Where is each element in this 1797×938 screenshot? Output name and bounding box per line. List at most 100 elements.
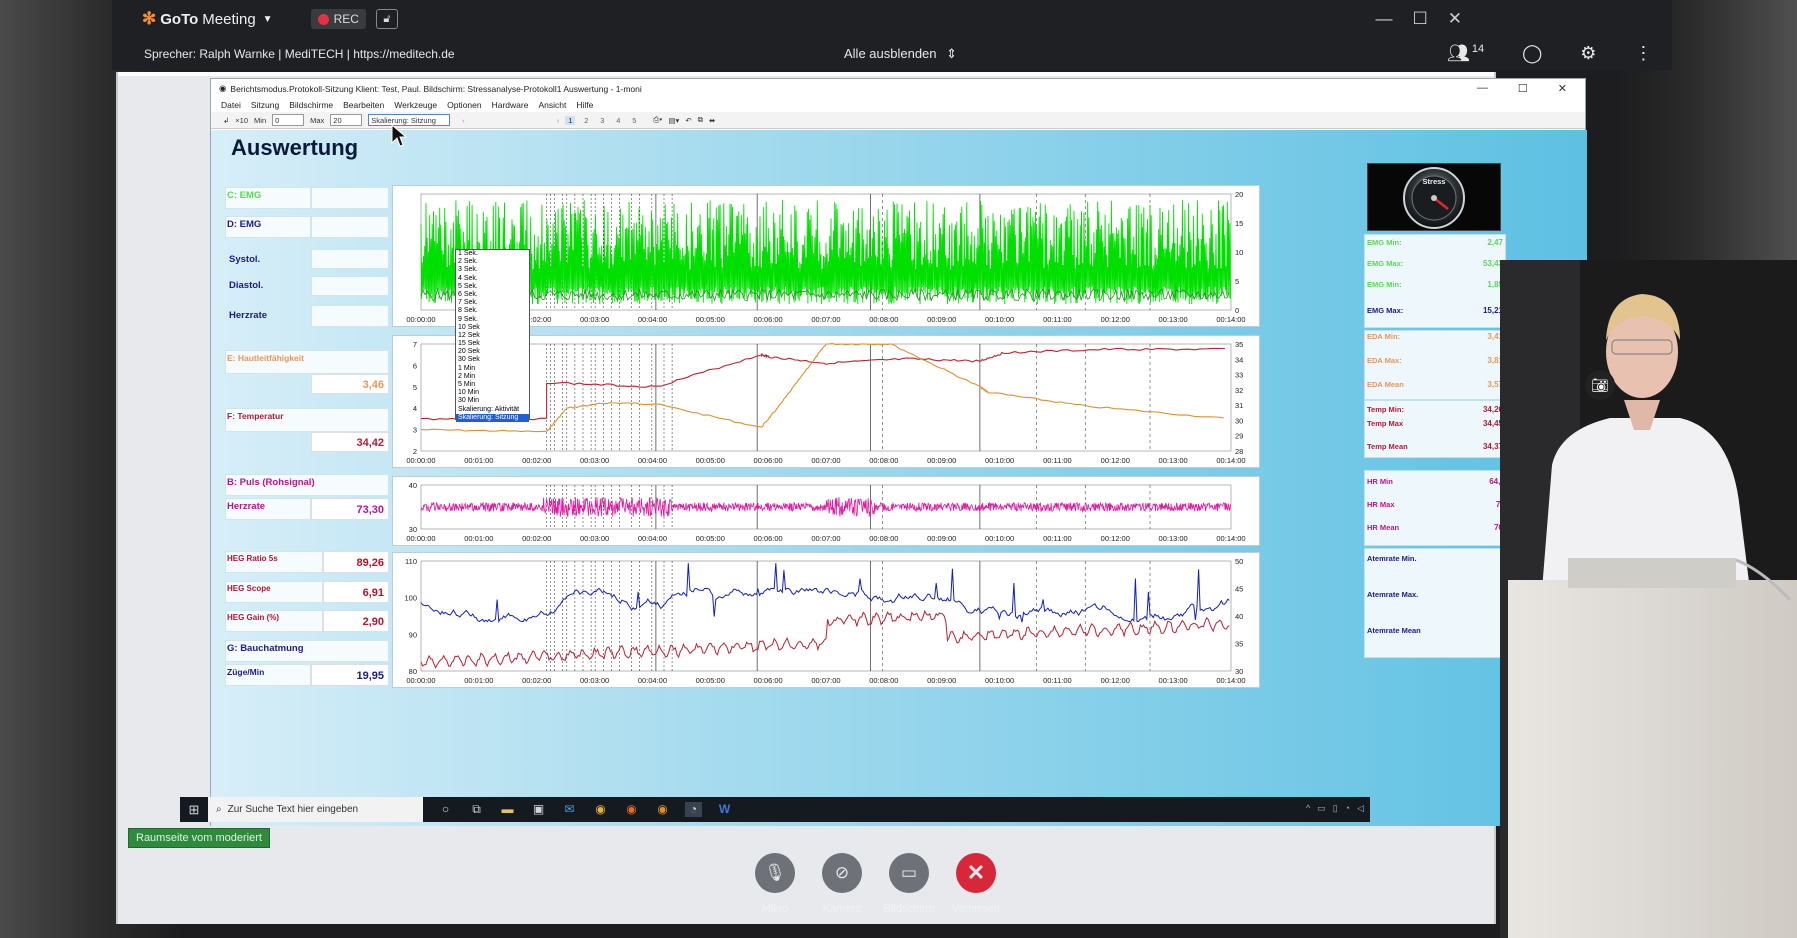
dropdown-option[interactable]: 30 Sek: [458, 356, 480, 364]
participants-button[interactable]: 👥︎ 14: [1447, 43, 1484, 64]
print-icon[interactable]: ⎙▾: [653, 115, 663, 124]
menu-ansicht[interactable]: Ansicht: [538, 100, 567, 110]
label-box: [225, 664, 311, 686]
page-3[interactable]: 3: [600, 115, 605, 125]
menu-datei[interactable]: Datei: [221, 100, 241, 110]
page-2[interactable]: 2: [584, 115, 589, 125]
dropdown-option[interactable]: 10 Min: [458, 389, 480, 397]
undo-icon[interactable]: ↶: [685, 115, 692, 125]
cortana-icon[interactable]: ○: [441, 802, 450, 816]
dropdown-option[interactable]: 2 Sek.: [458, 258, 478, 266]
tray-network-icon[interactable]: ▭: [1317, 803, 1326, 813]
stat-label-eda-min: EDA Min:: [1367, 332, 1401, 341]
biofeedback-app-icon[interactable]: ◔: [685, 802, 702, 817]
label-heg-gain: HEG Gain (%): [227, 613, 280, 622]
windows-start-icon[interactable]: ⊞: [188, 801, 200, 817]
dropdown-option[interactable]: 30 Min: [458, 397, 480, 405]
app-orange-icon[interactable]: ◉: [657, 802, 668, 816]
dropdown-option[interactable]: 10 Sek: [458, 323, 480, 331]
nav-right-icon[interactable]: ›: [556, 115, 560, 125]
layout-icon[interactable]: ▤▾: [668, 115, 680, 125]
minimize-icon[interactable]: —: [1375, 9, 1393, 28]
menu-hardware[interactable]: Hardware: [491, 100, 529, 110]
dropdown-option[interactable]: 1 Sek.: [458, 250, 478, 257]
dropdown-option[interactable]: 7 Sek.: [458, 299, 478, 307]
y-tick-label-left: 3: [413, 426, 417, 435]
dropdown-option[interactable]: 20 Sek: [458, 348, 480, 356]
maximize-icon[interactable]: ☐: [1412, 9, 1428, 28]
more-options-icon[interactable]: ⋮: [1634, 43, 1653, 63]
tray-chevron-icon[interactable]: ^: [1305, 803, 1311, 813]
cursor-tool-icon[interactable]: ↲: [223, 115, 230, 125]
dropdown-option[interactable]: Skalierung: Sitzung: [456, 413, 529, 422]
taskbar-search[interactable]: ⌕ Zur Suche Text hier eingeben: [208, 797, 423, 822]
export-icon[interactable]: ⧉: [697, 115, 703, 124]
tray-volume-icon[interactable]: ◁: [1357, 803, 1364, 813]
stat-label-hr-min: HR Min: [1367, 477, 1393, 486]
app-maximize-icon[interactable]: ☐: [1517, 83, 1528, 95]
record-button[interactable]: REC: [310, 9, 366, 29]
dropdown-option[interactable]: 15 Sek: [458, 340, 480, 348]
task-view-icon[interactable]: ⧉: [472, 802, 481, 816]
x-tick-label: 00:05:00: [696, 456, 725, 465]
file-explorer-icon[interactable]: ▬: [501, 802, 514, 816]
x10-button[interactable]: ×10: [235, 115, 249, 125]
close-icon[interactable]: ✕: [1447, 9, 1462, 28]
word-icon[interactable]: W: [718, 802, 731, 816]
dropdown-option[interactable]: 9 Sek.: [458, 315, 478, 323]
dropdown-option[interactable]: 5 Sek.: [458, 282, 478, 290]
windows-taskbar: ⊞ ⌕ Zur Suche Text hier eingeben ○ ⧉ ▬ ▣…: [180, 797, 1370, 822]
store-icon[interactable]: ▣: [532, 802, 545, 816]
dropdown-option[interactable]: 3 Sek.: [458, 266, 478, 274]
x-tick-label: 00:04:00: [638, 676, 667, 685]
menu-optionen[interactable]: Optionen: [447, 100, 482, 110]
settings-gear-icon[interactable]: ⚙: [1580, 43, 1597, 63]
dropdown-option[interactable]: 6 Sek.: [458, 290, 478, 298]
dropdown-option[interactable]: 2 Min: [458, 372, 476, 380]
stat-label-eda-mean: EDA Mean: [1367, 380, 1404, 389]
menu-werkzeuge[interactable]: Werkzeuge: [394, 100, 438, 110]
chart-panel-puls: 00:00:00 00:01:00 00:02:00 00:03:00 00:04:00…: [392, 476, 1260, 546]
menu-bearbeiten[interactable]: Bearbeiten: [343, 100, 385, 110]
label-heg-ratio: HEG Ratio 5s: [227, 554, 278, 563]
stat-value-temp-max: 34,45: [1482, 419, 1503, 428]
scaling-select[interactable]: Skalierung: Sitzung: [368, 114, 451, 126]
mail-icon[interactable]: ✉: [564, 802, 575, 816]
value-heg-scope: 6,91: [323, 581, 389, 603]
dropdown-option[interactable]: 1 Min: [458, 364, 476, 372]
nav-left-icon[interactable]: ‹: [462, 115, 465, 125]
expand-icon[interactable]: ⬌: [708, 115, 716, 125]
camera-snapshot-icon[interactable]: 📷︎: [1585, 370, 1615, 400]
dropdown-option[interactable]: Skalierung: Aktivität: [458, 405, 520, 413]
lock-button[interactable]: 🔓︎: [375, 9, 398, 29]
menu-hilfe[interactable]: Hilfe: [576, 100, 594, 110]
chrome-icon[interactable]: ◉: [595, 802, 606, 816]
scaling-dropdown-list[interactable]: 1 Sek. 2 Sek. 3 Sek. 4 Sek. 5 Sek. 6 Sek. 7 Se…: [455, 249, 530, 422]
menu-sitzung[interactable]: Sitzung: [250, 100, 280, 110]
page-1[interactable]: 1: [565, 115, 576, 125]
dropdown-option[interactable]: 8 Sek.: [458, 307, 478, 315]
camera-control[interactable]: ⊘ Kamera: [820, 853, 864, 915]
max-input[interactable]: 20: [330, 114, 363, 126]
x-tick-label: 00:03:00: [580, 315, 609, 324]
page-4[interactable]: 4: [616, 115, 621, 125]
gotomeeting-logo[interactable]: ✻ GoTo Meeting ▼: [142, 9, 273, 29]
menu-bildschirme[interactable]: Bildschirme: [289, 100, 334, 110]
app-close-icon[interactable]: ✕: [1557, 83, 1567, 95]
min-input[interactable]: 0: [272, 114, 305, 126]
leave-control[interactable]: ✕ Verlassen: [952, 853, 1000, 915]
screen-control[interactable]: ▭ Bildschirm: [884, 853, 934, 915]
dropdown-option[interactable]: 5 Min: [458, 381, 476, 388]
stat-label-emg-min1: EMG Min:: [1367, 238, 1402, 247]
tray-wifi-icon[interactable]: ◔: [1344, 803, 1351, 813]
tray-battery-icon[interactable]: ▯: [1332, 803, 1338, 813]
page-5[interactable]: 5: [632, 115, 637, 125]
chat-icon[interactable]: ◯: [1522, 43, 1543, 63]
value-heg-gain: 2,90: [323, 610, 389, 632]
firefox-icon[interactable]: ◉: [626, 802, 637, 816]
mic-control[interactable]: 🎙︎ Mikro: [753, 853, 797, 915]
dropdown-option[interactable]: 12 Sek: [458, 331, 480, 339]
hide-all-button[interactable]: Alle ausblenden ⇕: [844, 46, 957, 62]
dropdown-option[interactable]: 4 Sek.: [458, 274, 478, 282]
app-minimize-icon[interactable]: —: [1476, 82, 1488, 94]
